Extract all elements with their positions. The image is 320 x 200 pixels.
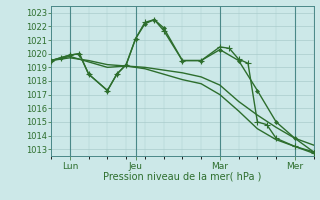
X-axis label: Pression niveau de la mer( hPa ): Pression niveau de la mer( hPa )	[103, 172, 261, 182]
